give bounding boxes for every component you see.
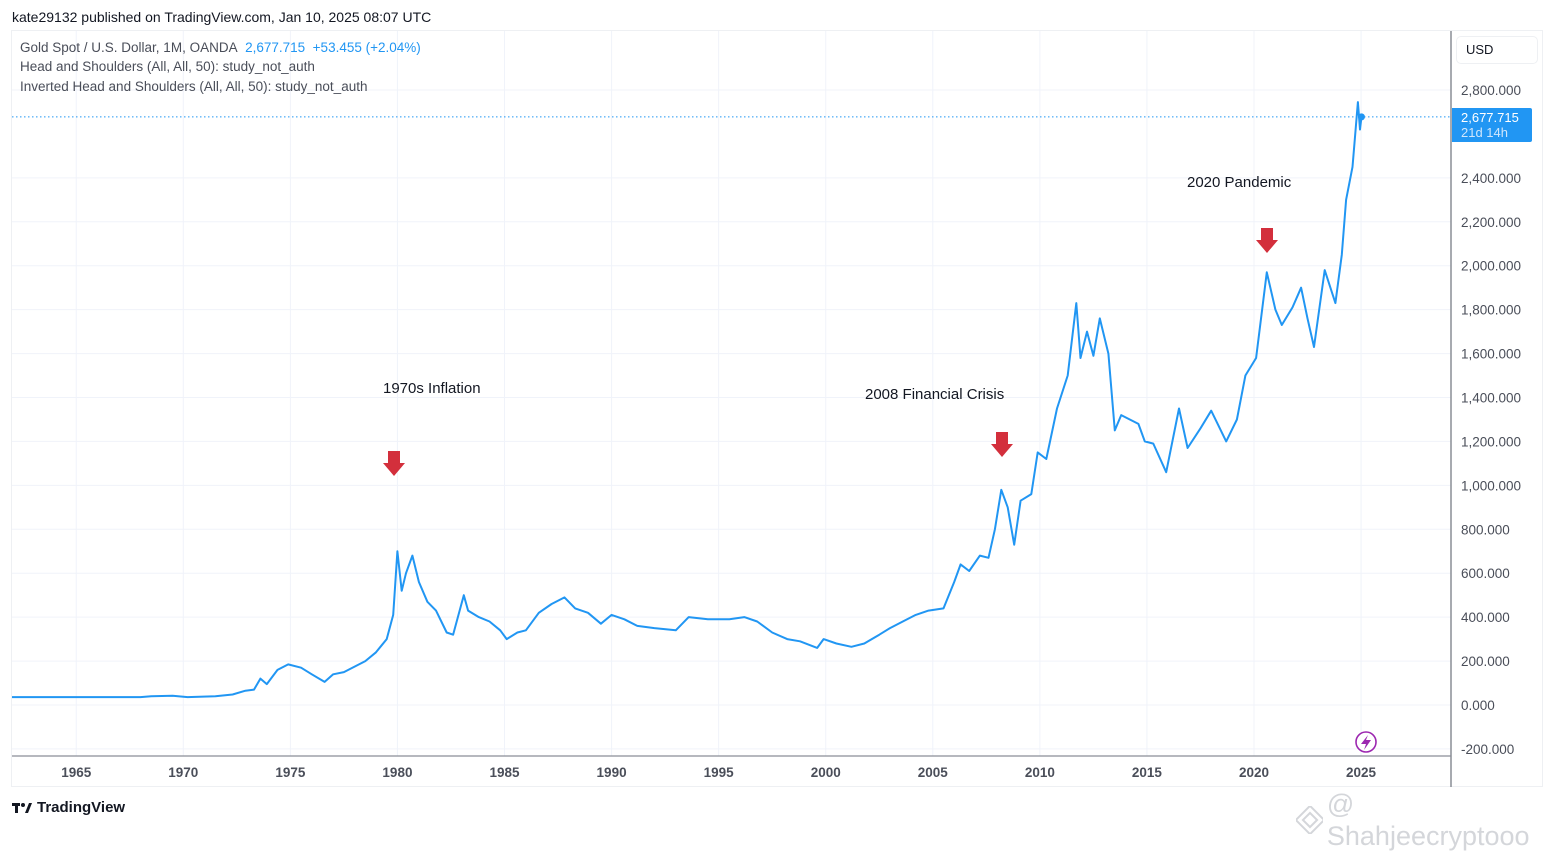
x-axis: 1965 1970 1975 1980 1985 1990 1995 2000 2005 2010…: [61, 765, 1376, 780]
x-tick-label: 1990: [597, 765, 627, 780]
y-tick-label: 2,800.000: [1461, 83, 1521, 98]
x-tick-label: 1970: [168, 765, 198, 780]
legend-study-2[interactable]: Inverted Head and Shoulders (All, All, 5…: [20, 79, 368, 94]
arrow-down-icon: [383, 451, 405, 476]
last-price-dot: [1357, 113, 1365, 121]
currency-button[interactable]: USD: [1456, 36, 1538, 64]
brand-name: TradingView: [37, 799, 126, 816]
legend-last-price: 2,677.715: [245, 40, 306, 55]
watermark-text: @ Shahjeecryptooo: [1326, 789, 1530, 851]
y-tick-label: 2,400.000: [1461, 171, 1521, 186]
symbol-title: Gold Spot / U.S. Dollar, 1M, OANDA: [20, 40, 238, 55]
x-tick-label: 1975: [275, 765, 306, 780]
annotation-2008-crisis: 2008 Financial Crisis: [865, 386, 1005, 403]
x-tick-label: 2015: [1132, 765, 1163, 780]
last-price-badge: 2,677.715 21d 14h: [1452, 108, 1532, 142]
y-tick-label: 200.000: [1461, 654, 1510, 669]
last-price-label: 2,677.715: [1461, 110, 1519, 125]
annotation-2020-pandemic: 2020 Pandemic: [1187, 174, 1292, 191]
y-tick-label: 1,200.000: [1461, 434, 1521, 449]
x-tick-label: 1985: [489, 765, 520, 780]
lightning-event-icon[interactable]: [1355, 731, 1377, 753]
y-tick-label: 0.000: [1461, 698, 1495, 713]
tradingview-logo-icon: [12, 802, 32, 813]
price-series-line: [12, 101, 1363, 699]
y-tick-label: 1,800.000: [1461, 303, 1521, 318]
y-axis: -200.000 0.000 200.000 400.000 600.000 800.00…: [1461, 83, 1521, 757]
arrow-down-icon: [991, 432, 1013, 457]
legend-change: +53.455 (+2.04%): [312, 40, 421, 55]
publisher-line: kate29132 published on TradingView.com, …: [12, 9, 432, 25]
y-tick-label: 1,600.000: [1461, 347, 1521, 362]
tradingview-logo[interactable]: TradingView: [12, 799, 125, 816]
x-tick-label: 2025: [1346, 765, 1377, 780]
arrow-down-icon: [1256, 228, 1278, 253]
binance-logo-icon: [1296, 806, 1323, 834]
bar-countdown: 21d 14h: [1461, 125, 1508, 140]
x-tick-label: 2005: [918, 765, 949, 780]
price-chart[interactable]: -200.000 0.000 200.000 400.000 600.000 800.00…: [0, 0, 1555, 828]
y-tick-label: 400.000: [1461, 610, 1510, 625]
x-tick-label: 1995: [704, 765, 735, 780]
y-tick-label: 600.000: [1461, 566, 1510, 581]
y-tick-label: 800.000: [1461, 522, 1510, 537]
x-tick-label: 1965: [61, 765, 92, 780]
y-tick-label: 1,000.000: [1461, 478, 1521, 493]
x-tick-label: 1980: [382, 765, 412, 780]
legend-symbol-row: Gold Spot / U.S. Dollar, 1M, OANDA 2,677…: [20, 40, 421, 56]
x-tick-label: 2000: [811, 765, 841, 780]
y-tick-label: -200.000: [1461, 742, 1514, 757]
y-tick-label: 1,400.000: [1461, 391, 1521, 406]
x-tick-label: 2020: [1239, 765, 1269, 780]
legend-study-1[interactable]: Head and Shoulders (All, All, 50): study…: [20, 59, 315, 74]
chart-frame: [11, 30, 1543, 787]
y-tick-label: 2,200.000: [1461, 215, 1521, 230]
x-tick-label: 2010: [1025, 765, 1055, 780]
grid: [12, 31, 1451, 756]
watermark: @ Shahjeecryptooo: [1296, 788, 1555, 852]
annotation-1970s-inflation: 1970s Inflation: [383, 380, 481, 397]
y-tick-label: 2,000.000: [1461, 259, 1521, 274]
